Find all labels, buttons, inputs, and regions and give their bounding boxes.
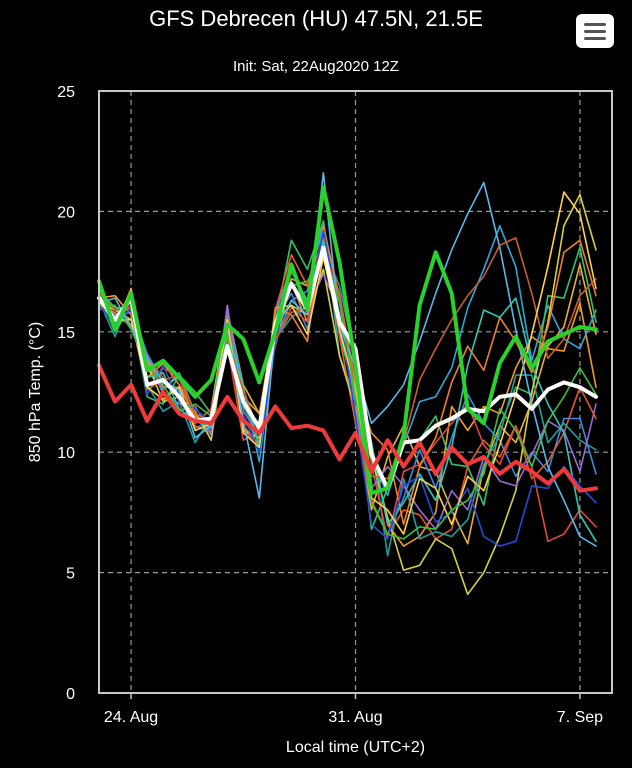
y-tick-label-5: 25 bbox=[57, 84, 75, 101]
y-tick-label-3: 15 bbox=[57, 325, 75, 342]
series-line-ens-17 bbox=[98, 251, 597, 540]
chart-subtitle: Init: Sat, 22Aug2020 12Z bbox=[233, 58, 399, 75]
x-tick-label-2: 7. Sep bbox=[557, 709, 603, 726]
series-line-operational bbox=[97, 363, 598, 493]
series-line-ens-15 bbox=[98, 191, 597, 535]
y-axis-label: 850 hPa Temp. (°C) bbox=[27, 322, 44, 462]
y-axis-ticks: 0 5 10 15 20 25 bbox=[57, 84, 75, 703]
y-tick-label-4: 20 bbox=[57, 204, 75, 221]
y-tick-label-0: 0 bbox=[66, 686, 75, 703]
y-tick-label-2: 10 bbox=[57, 445, 75, 462]
series-line-control bbox=[97, 185, 598, 496]
hamburger-menu-icon[interactable] bbox=[576, 14, 614, 48]
series-line-mean bbox=[97, 245, 598, 491]
series-lines bbox=[97, 172, 598, 596]
x-axis-label: Local time (UTC+2) bbox=[286, 739, 425, 756]
plot-frame bbox=[98, 90, 613, 694]
y-tick-label-1: 5 bbox=[66, 566, 75, 583]
x-tick-label-0: 24. Aug bbox=[104, 709, 158, 726]
chart-title: GFS Debrecen (HU) 47.5N, 21.5E bbox=[149, 6, 483, 31]
x-tick-label-1: 31. Aug bbox=[328, 709, 382, 726]
x-axis-ticks: 24. Aug 31. Aug 7. Sep bbox=[104, 693, 603, 726]
